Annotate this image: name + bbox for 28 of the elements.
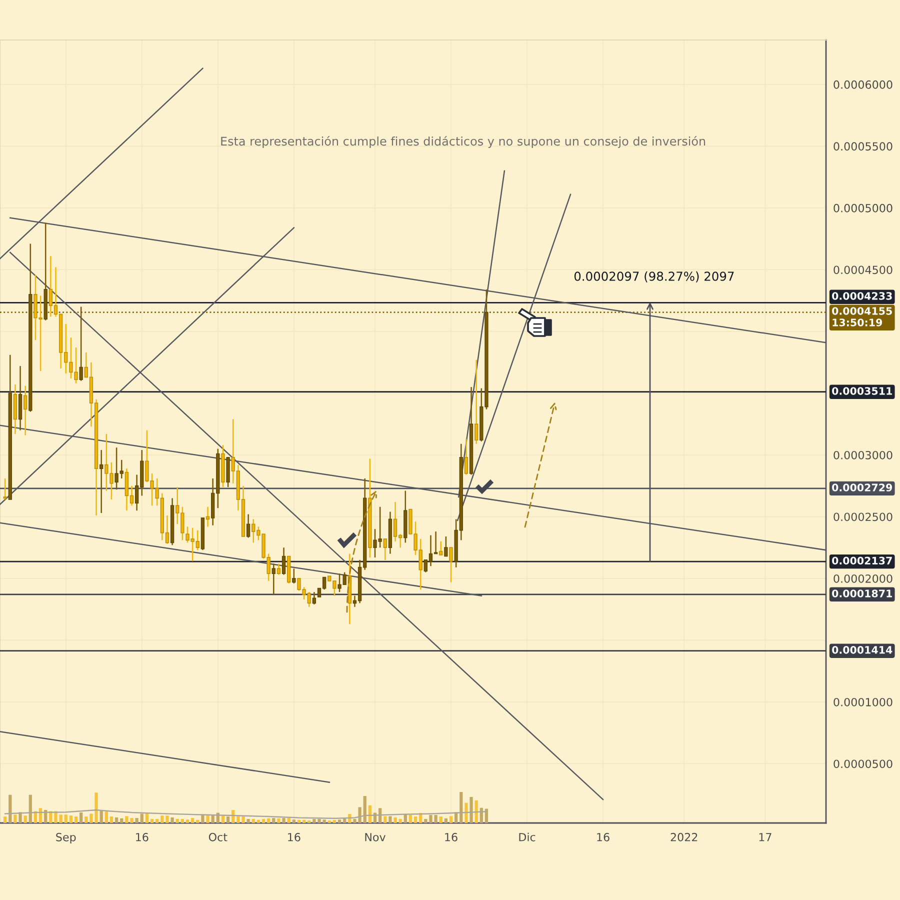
annotation: 0.0002097 (98.27%) 2097: [574, 271, 734, 282]
y-tick-label: 0.0004500: [834, 266, 892, 274]
x-tick-label: Sep: [56, 832, 76, 844]
y-tick-label: 0.0002500: [834, 512, 892, 522]
ref-line-label: 0.0002729: [832, 484, 892, 492]
x-tick-label: Dic: [519, 832, 536, 842]
x-tick-label: Oct: [208, 832, 228, 842]
y-tick-label: 0.0005000: [834, 204, 892, 212]
x-tick-label: 2022: [670, 832, 698, 842]
ref-line-label: 0.0002137: [832, 556, 892, 565]
y-tick-label: 0.0001000: [834, 698, 892, 706]
annotation: Esta representación cumple fines didácticos y no supone un consejo de inversión: [221, 136, 706, 148]
y-tick-label: 0.0005500: [834, 142, 892, 151]
ref-line-label: 0.0003511: [832, 387, 892, 395]
x-tick-label: 16: [597, 832, 610, 842]
x-tick-label: 16: [136, 832, 148, 842]
y-tick-label: 0.0006000: [834, 80, 892, 89]
y-tick-label: 0.0003000: [834, 450, 892, 460]
ref-line-label: 0.0004233: [832, 292, 892, 300]
x-tick-label: 17: [759, 833, 772, 842]
x-tick-label: Nov: [365, 833, 386, 842]
ref-line-label: 0.0001871: [832, 590, 892, 598]
ref-line-label: 0.0001414: [832, 646, 892, 654]
y-tick-label: 0.0002000: [834, 574, 892, 583]
y-tick-label: 0.0000500: [834, 760, 892, 768]
ref-line-label: 0.0004155 13:50:19: [832, 307, 892, 326]
x-tick-label: 16: [288, 832, 300, 842]
x-tick-label: 16: [445, 832, 458, 842]
